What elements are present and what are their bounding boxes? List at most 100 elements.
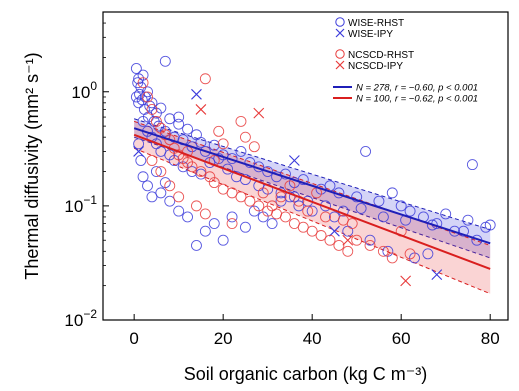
data-point-wise-rhst <box>244 157 256 168</box>
confidence-band-2 <box>134 121 491 294</box>
legend-line-label: N = 278, r = −0.60, p < 0.001 <box>356 83 478 94</box>
data-point-wise-rhst <box>164 113 176 125</box>
data-point-wise-rhst <box>177 161 189 173</box>
data-point-wise-rhst <box>164 195 176 207</box>
data-point-ncscd-rhst <box>182 157 194 168</box>
data-point-ncscd-rhst <box>248 141 260 153</box>
data-point-ncscd-rhst <box>173 191 185 203</box>
data-point-ncscd-rhst <box>364 240 376 251</box>
data-point-wise-rhst <box>191 240 202 251</box>
data-point-ncscd-rhst <box>137 77 149 89</box>
data-point-wise-rhst <box>280 168 291 180</box>
x-tick-label: 20 <box>214 329 233 348</box>
data-point-wise-rhst <box>257 211 269 223</box>
data-point-ncscd-rhst <box>386 252 398 264</box>
data-point-wise-rhst <box>146 191 158 203</box>
data-point-wise-rhst <box>182 123 194 135</box>
data-point-wise-rhst <box>173 111 185 123</box>
data-point-ncscd-rhst <box>257 187 269 199</box>
data-point-wise-rhst <box>360 145 372 157</box>
data-point-wise-rhst <box>351 191 363 203</box>
data-point-wise-rhst <box>404 205 416 217</box>
data-point-ncscd-rhst <box>377 245 389 257</box>
x-axis-label: Soil organic carbon (kg C m⁻³) <box>184 364 428 384</box>
data-point-wise-rhst <box>137 171 149 183</box>
data-point-wise-rhst <box>426 219 438 231</box>
data-point-ncscd-rhst <box>204 171 216 183</box>
data-point-ncscd-rhst <box>208 177 220 189</box>
data-point-wise-rhst <box>440 208 452 220</box>
data-point-wise-rhst <box>195 136 207 148</box>
data-point-wise-rhst <box>239 221 251 233</box>
data-point-wise-rhst <box>297 174 309 186</box>
data-point-wise-rhst <box>422 248 434 260</box>
data-point-wise-rhst <box>284 191 296 203</box>
data-point-ncscd-rhst <box>239 131 251 143</box>
data-point-wise-rhst <box>150 166 162 177</box>
data-point-ncscd-rhst <box>164 134 176 146</box>
data-point-ncscd-ipy <box>195 104 207 115</box>
data-point-ncscd-ipy <box>253 107 265 119</box>
data-point-wise-rhst <box>364 234 376 246</box>
y-tick-label: 10−1 <box>64 193 97 216</box>
data-point-ncscd-rhst <box>164 180 176 192</box>
data-point-ncscd-ipy <box>400 275 412 287</box>
data-point-wise-rhst <box>377 211 389 223</box>
confidence-bound-2 <box>133 147 491 295</box>
data-point-wise-rhst <box>137 115 149 127</box>
data-point-wise-rhst <box>462 214 474 226</box>
data-point-wise-rhst <box>373 195 385 207</box>
data-point-wise-rhst <box>217 234 229 246</box>
data-point-wise-rhst <box>293 200 305 212</box>
legend-marker-cross <box>335 60 345 70</box>
data-point-ncscd-rhst <box>146 103 158 115</box>
data-point-wise-ipy <box>431 269 443 280</box>
data-point-wise-rhst <box>130 63 142 74</box>
data-point-wise-rhst <box>173 205 185 217</box>
data-point-ncscd-rhst <box>199 208 211 220</box>
legend-label: WISE-IPY <box>348 29 393 40</box>
data-point-ncscd-rhst <box>306 225 318 237</box>
data-point-wise-rhst <box>306 205 318 217</box>
x-tick-label: 60 <box>392 329 411 348</box>
data-point-ncscd-rhst <box>186 161 198 173</box>
data-point-wise-rhst <box>142 86 153 98</box>
data-point-ncscd-rhst <box>346 218 358 230</box>
data-point-ncscd-ipy <box>342 234 354 246</box>
data-point-wise-rhst <box>159 177 171 189</box>
data-point-ncscd-rhst <box>235 191 247 203</box>
data-point-wise-rhst <box>130 91 142 103</box>
data-point-ncscd-rhst <box>324 234 336 246</box>
data-point-wise-rhst <box>199 225 211 237</box>
legend-line-label: N = 100, r = −0.62, p < 0.001 <box>356 94 478 105</box>
data-point-wise-rhst <box>133 138 145 150</box>
data-point-ncscd-rhst <box>195 166 207 177</box>
data-point-wise-rhst <box>266 218 278 230</box>
plot-area-frame <box>102 11 509 321</box>
data-point-ncscd-rhst <box>199 73 211 85</box>
data-point-ncscd-rhst <box>315 230 327 241</box>
data-point-ncscd-rhst <box>351 234 363 246</box>
data-point-wise-rhst <box>135 155 147 166</box>
y-tick-label: 10−2 <box>64 307 97 330</box>
data-point-ncscd-rhst <box>146 155 158 166</box>
x-tick-label: 80 <box>481 329 500 348</box>
data-point-ncscd-rhst <box>284 180 296 192</box>
data-point-wise-rhst <box>235 145 247 157</box>
legend-marker-cross <box>335 28 345 38</box>
data-point-wise-rhst <box>155 187 167 199</box>
legend-label: NCSCD-RHST <box>348 50 414 61</box>
data-point-wise-rhst <box>133 97 145 109</box>
regression-line-1 <box>133 127 491 245</box>
data-point-ncscd-rhst <box>253 200 265 212</box>
data-point-wise-rhst <box>458 225 469 237</box>
confidence-bound-1 <box>134 118 491 231</box>
data-point-wise-rhst <box>168 155 180 166</box>
data-point-wise-ipy <box>288 155 300 166</box>
data-point-wise-rhst <box>262 166 274 177</box>
data-point-wise-rhst <box>139 91 151 103</box>
data-point-wise-rhst <box>159 55 171 67</box>
data-point-ncscd-rhst <box>280 211 291 223</box>
